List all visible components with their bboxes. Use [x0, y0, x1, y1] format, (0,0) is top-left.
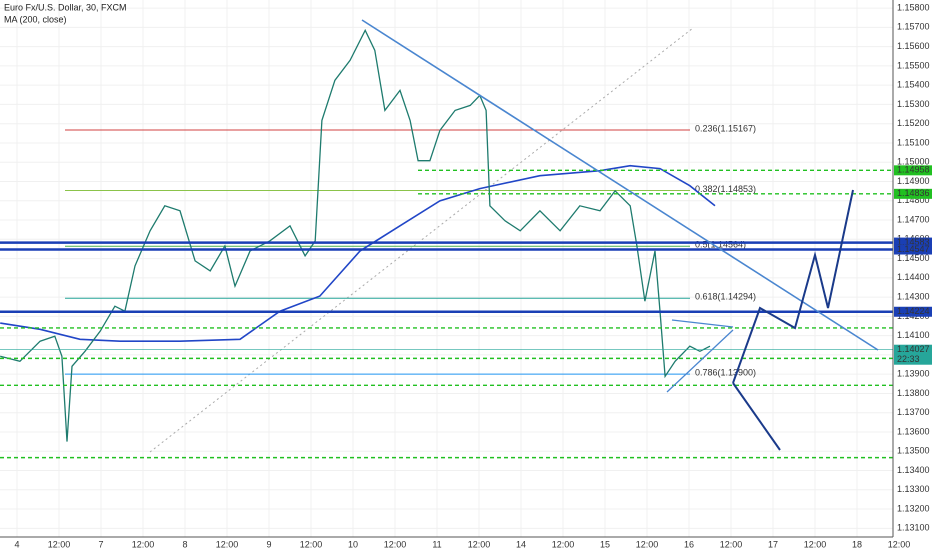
price-tag-label: 1.14836: [897, 188, 930, 198]
y-tick-label: 1.15200: [897, 118, 930, 128]
y-tick-label: 1.13300: [897, 484, 930, 494]
fib-label: 0.236(1.15167): [695, 123, 756, 133]
y-tick-label: 1.13800: [897, 388, 930, 398]
y-tick-label: 1.14400: [897, 272, 930, 282]
x-tick-label: 11: [432, 539, 441, 549]
x-tick-label: 7: [99, 539, 104, 549]
y-tick-label: 1.14300: [897, 291, 930, 301]
price-tag: [894, 244, 932, 255]
price-tag-label: 1.14583: [897, 237, 930, 247]
y-tick-label: 1.14700: [897, 214, 930, 224]
y-tick-label: 1.13500: [897, 446, 930, 456]
plot: 0.236(1.15167) 0.382(1.14853) 0.5(1.14564)…: [0, 28, 893, 459]
grid: [0, 0, 900, 537]
trendline: [361, 19, 879, 351]
x-tick-label: 12:00: [48, 539, 71, 549]
y-tick-label: 1.13200: [897, 503, 930, 513]
y-tick-label: 1.15700: [897, 22, 930, 32]
price-tag-label: 1.14958: [897, 165, 930, 175]
y-tick-label: 1.14100: [897, 330, 930, 340]
y-tick-label: 1.15600: [897, 41, 930, 51]
y-tick-label: 1.13100: [897, 523, 930, 533]
x-tick-label: 12:00: [300, 539, 323, 549]
y-tick-label: 1.14900: [897, 176, 930, 186]
projection-down: [732, 382, 781, 451]
y-tick-label: 1.15500: [897, 60, 930, 70]
fib-label: 0.5(1.14564): [695, 240, 746, 250]
x-tick-label: 12:00: [888, 539, 911, 549]
symbol: Euro Fx/U.S. Dollar, 30, FXCM: [4, 2, 127, 12]
x-tick-label: 14: [516, 539, 526, 549]
ma-line: [0, 164, 716, 342]
last-price-label: 1.14027: [897, 344, 930, 354]
x-tick-label: 8: [183, 539, 188, 549]
x-tick-label: 12:00: [132, 539, 155, 549]
y-tick-label: 1.13700: [897, 407, 930, 417]
countdown: 22:33: [897, 354, 920, 364]
y-tick-label: 1.15800: [897, 2, 930, 12]
x-tick-label: 9: [267, 539, 272, 549]
x-tick-label: 12:00: [720, 539, 743, 549]
x-tick-label: 12:00: [552, 539, 575, 549]
price-tag-label: 1.14547: [897, 244, 930, 254]
triangle-top: [671, 319, 734, 328]
indicator: MA (200, close): [4, 14, 67, 24]
price-line: [0, 28, 711, 442]
y-tick-label: 1.14800: [897, 195, 930, 205]
y-tick-label: 1.15000: [897, 157, 930, 167]
price-tag: [894, 188, 932, 199]
x-tick-label: 12:00: [468, 539, 491, 549]
y-tick-label: 1.13900: [897, 369, 930, 379]
y-tick-label: 1.13400: [897, 465, 930, 475]
y-tick-label: 1.15400: [897, 80, 930, 90]
triangle-bottom: [666, 329, 734, 393]
fib-label: 0.618(1.14294): [695, 292, 756, 302]
x-tick-label: 4: [15, 539, 20, 549]
x-tick-label: 12:00: [384, 539, 407, 549]
price-tag: [894, 165, 932, 176]
price-tag-label: 1.14224: [897, 306, 930, 316]
x-tick-label: 12:00: [216, 539, 239, 549]
fib-trend: [149, 27, 694, 453]
x-tick-label: 17: [768, 539, 778, 549]
last-price-tag: [894, 344, 932, 365]
x-tick-label: 12:00: [636, 539, 659, 549]
price-axis-bg: [893, 0, 932, 550]
x-tick-label: 16: [684, 539, 694, 549]
x-tick-label: 12:00: [804, 539, 827, 549]
y-tick-label: 1.15300: [897, 99, 930, 109]
price-tag: [894, 237, 932, 248]
fib-label: 0.786(1.13900): [695, 368, 756, 378]
projection-up: [732, 189, 854, 384]
price-tag: [894, 306, 932, 317]
x-tick-label: 15: [600, 539, 610, 549]
y-tick-label: 1.15100: [897, 137, 930, 147]
x-tick-label: 10: [348, 539, 358, 549]
y-tick-label: 1.13600: [897, 426, 930, 436]
fib-label: 0.382(1.14853): [695, 184, 756, 194]
x-tick-label: 18: [852, 539, 862, 549]
y-tick-label: 1.14500: [897, 253, 930, 263]
axis-labels: 1.13100 1.13200 1.13300 1.13400 1.13500 1.136…: [15, 2, 932, 549]
